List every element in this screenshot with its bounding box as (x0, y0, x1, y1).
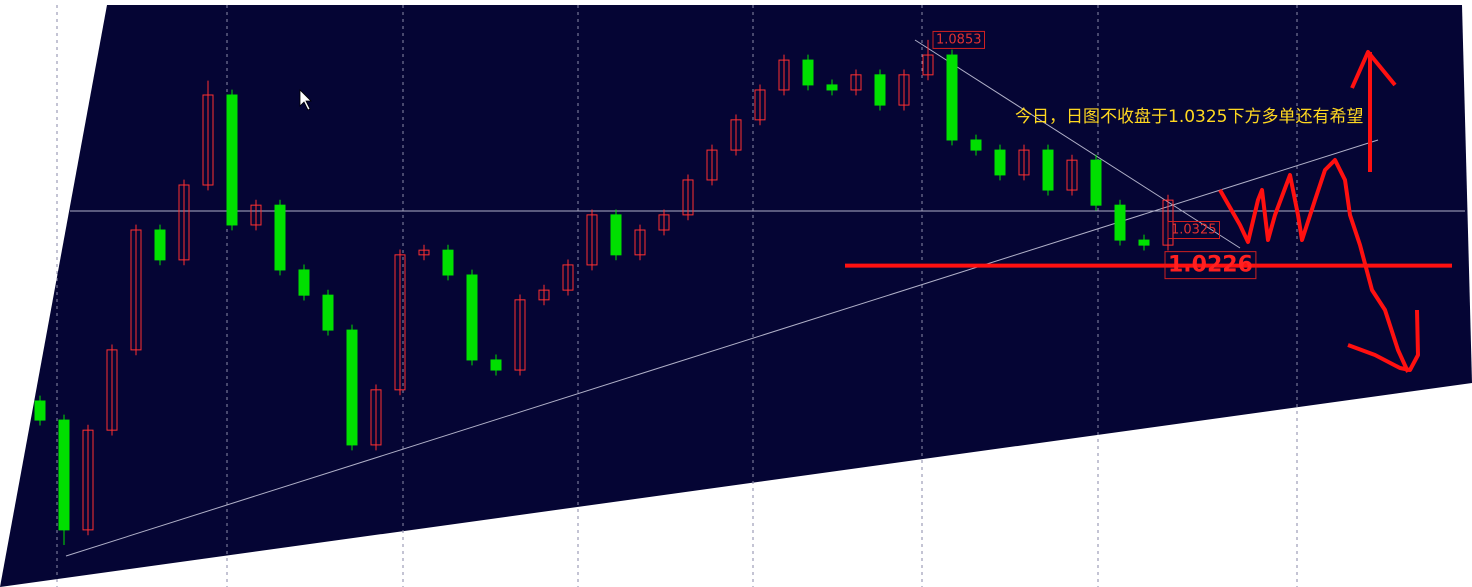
candle-body (58, 419, 70, 531)
candle-body (994, 149, 1006, 176)
candle-body (250, 204, 262, 226)
candle-body (778, 59, 790, 91)
candle-body (178, 184, 190, 261)
candle-body (1066, 159, 1078, 191)
candle-body (874, 74, 886, 106)
candle-body (298, 269, 310, 296)
candle-body (1138, 239, 1150, 246)
candle-body (826, 84, 838, 91)
candle-body (970, 139, 982, 151)
trend-line (65, 139, 1379, 557)
vertical-grid (56, 5, 1298, 587)
candle-body (658, 214, 670, 231)
candle-body (106, 349, 118, 431)
candle-body (730, 119, 742, 151)
candle-body (754, 89, 766, 121)
candle-body (274, 204, 286, 271)
candle-body (346, 329, 358, 446)
candle-body (802, 59, 814, 86)
candle-body (706, 149, 718, 181)
candle-body (1018, 149, 1030, 176)
price-label: 1.0325 (1171, 223, 1217, 238)
price-label: 1.0226 (1168, 253, 1253, 278)
candle-body (634, 229, 646, 256)
candle-body (394, 254, 406, 391)
projection-sketch (1218, 158, 1410, 373)
candle-body (1090, 159, 1102, 206)
price-label-box (1164, 251, 1257, 280)
candle-body (418, 249, 430, 256)
trend-line (914, 39, 1241, 249)
annotation: 今日，日图不收盘于1.0325下方多单还有希望 (1015, 107, 1363, 127)
price-label: 1.0853 (936, 32, 982, 47)
down-arrow-head (1347, 309, 1420, 372)
candle-body (1162, 199, 1174, 246)
candle-body (898, 74, 910, 106)
candle-body (466, 274, 478, 361)
candle-body (610, 214, 622, 256)
candle-body (322, 294, 334, 331)
candle-body (370, 389, 382, 446)
candle-body (946, 54, 958, 141)
candle-body (202, 94, 214, 186)
candle-body (514, 299, 526, 371)
up-arrow (1350, 50, 1397, 172)
candle-body (682, 179, 694, 216)
candle-body (226, 94, 238, 226)
candle-body (922, 54, 934, 76)
candle-body (154, 229, 166, 261)
candle-body (1042, 149, 1054, 191)
price-label-box (932, 30, 985, 49)
candle-body (562, 264, 574, 291)
candle-body (586, 214, 598, 266)
candle-body (442, 249, 454, 276)
candle-body (538, 289, 550, 301)
candle-body (850, 74, 862, 91)
candle-body (1114, 204, 1126, 241)
candle-body (82, 429, 94, 531)
candle-body (130, 229, 142, 351)
cursor (299, 89, 312, 111)
chart-background (0, 5, 1472, 587)
candle-body (490, 359, 502, 371)
price-label-box (1167, 221, 1220, 239)
candle-body (34, 400, 46, 421)
